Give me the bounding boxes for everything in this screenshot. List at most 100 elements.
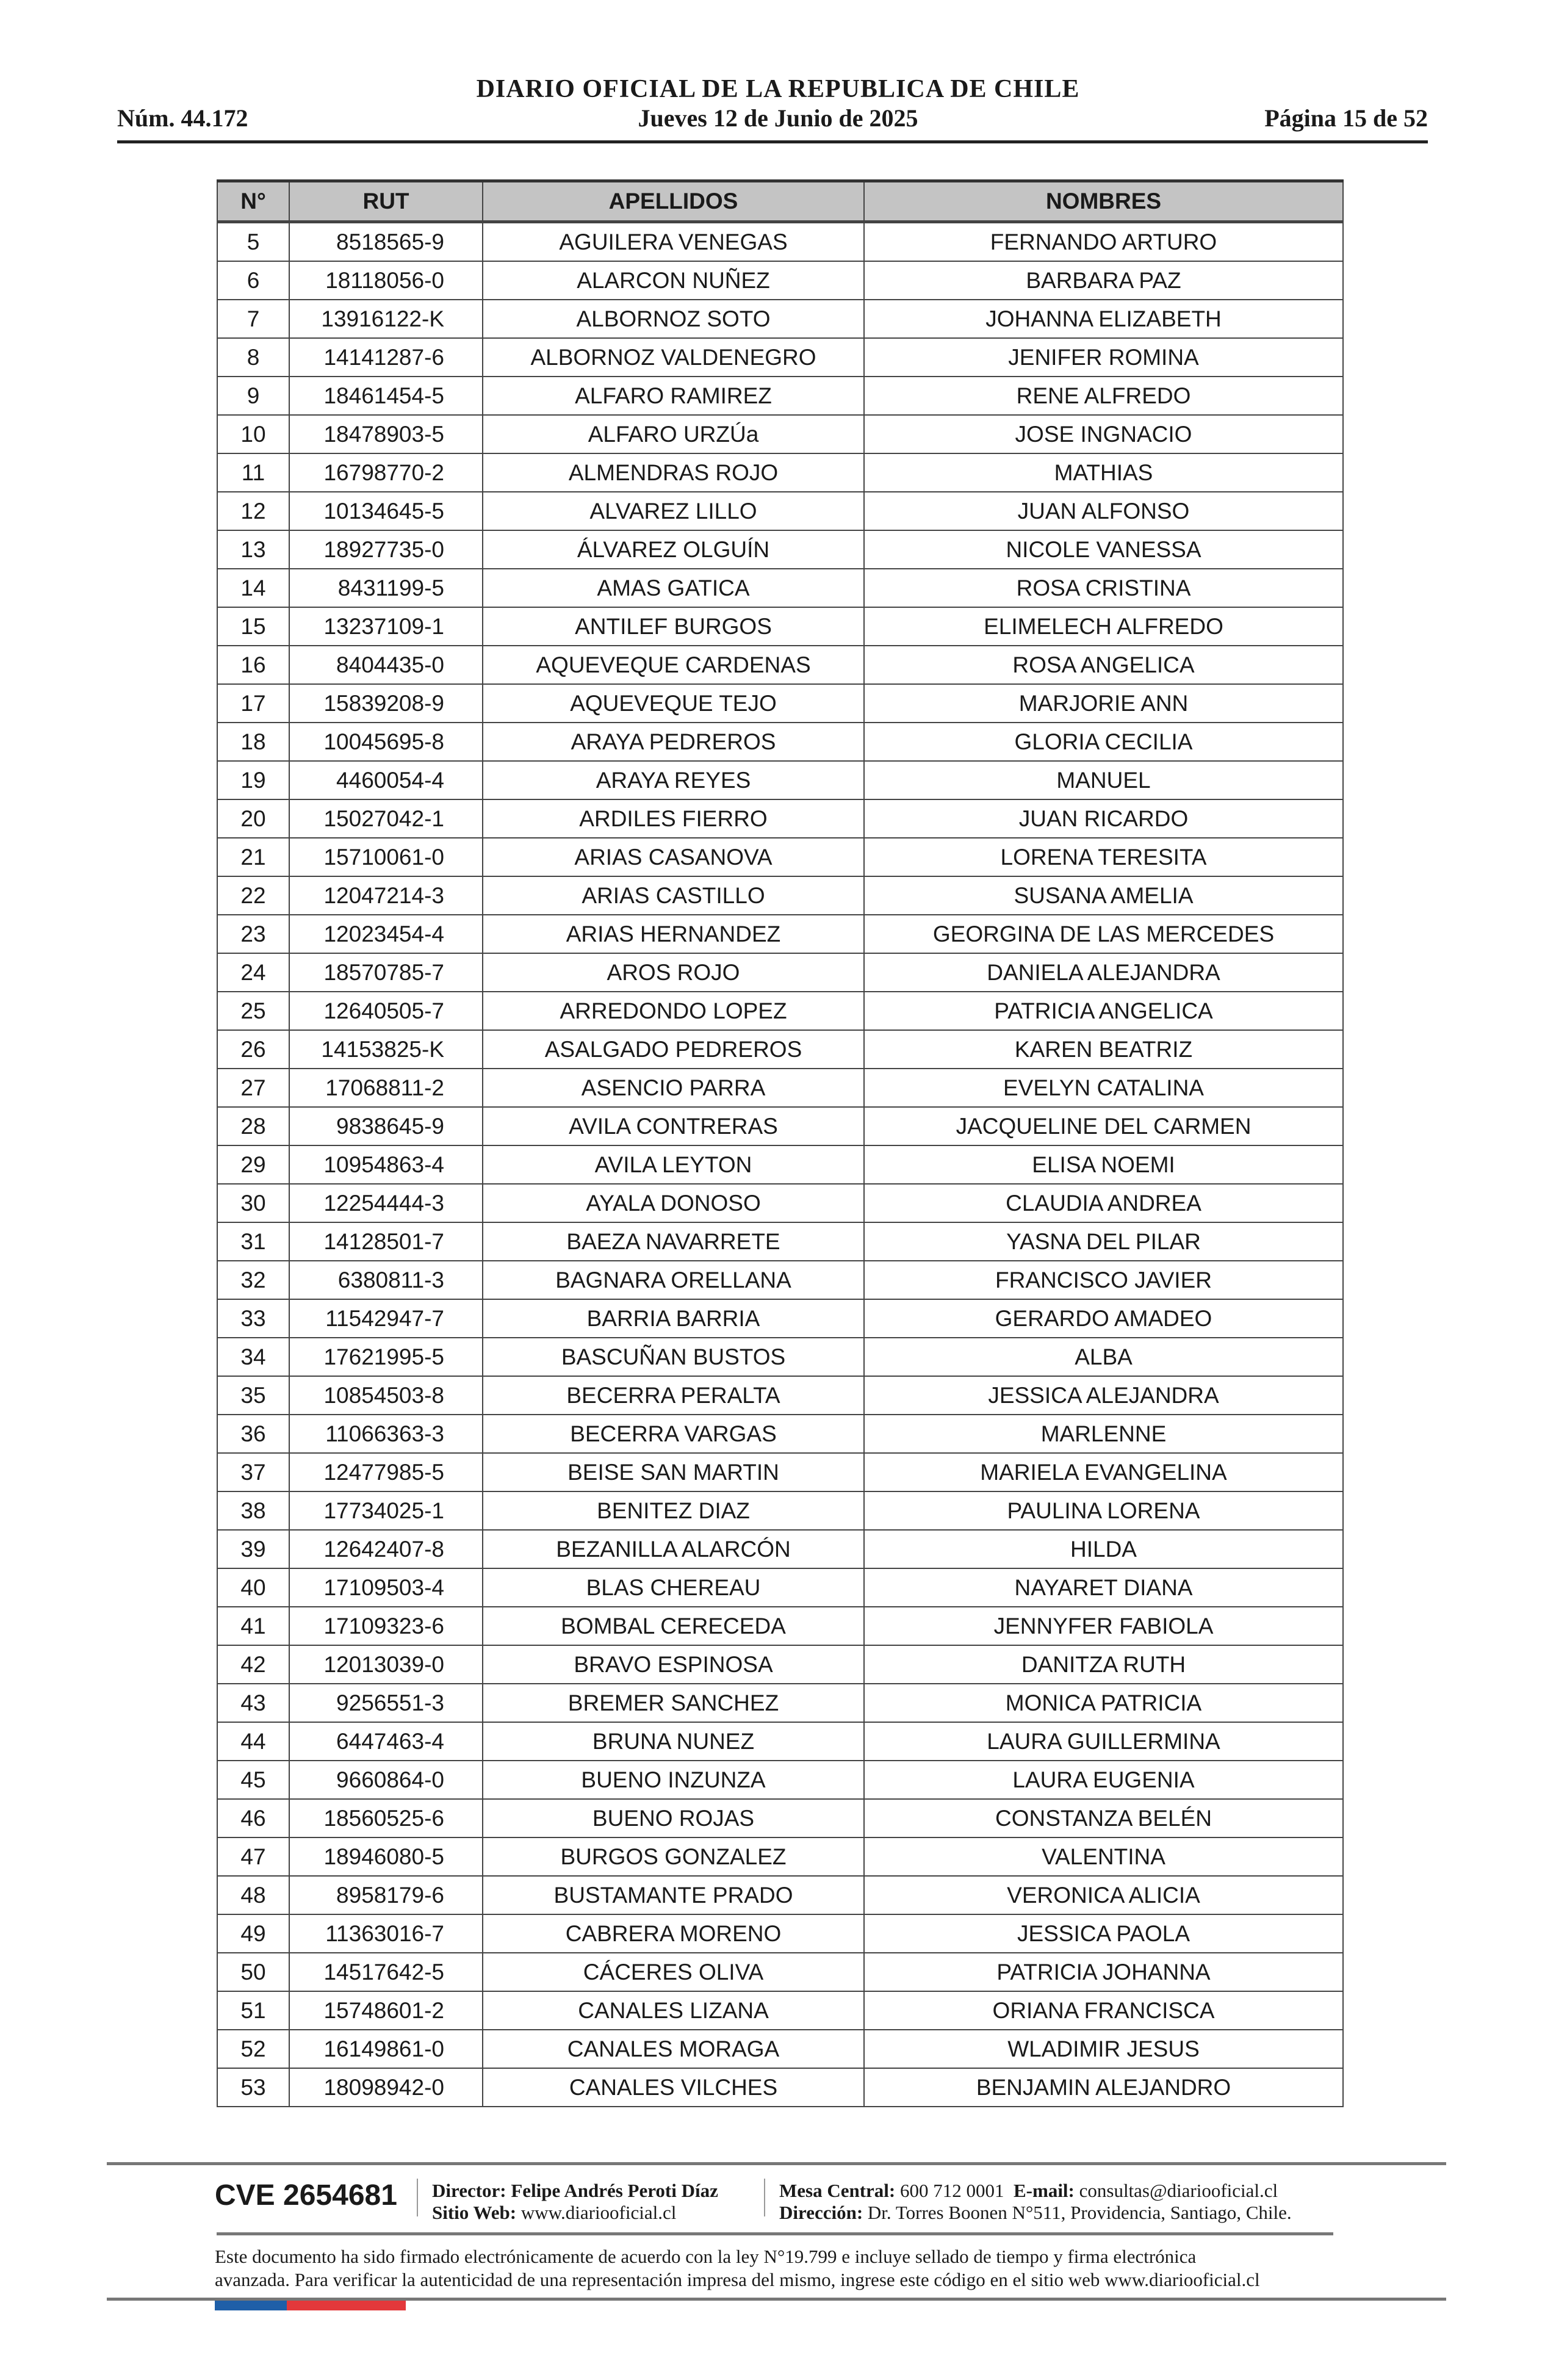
cve-code: CVE 2654681 — [215, 2179, 397, 2212]
rut-cell: 12477985-5 — [289, 1452, 483, 1492]
rut-cell: 12013039-0 — [289, 1645, 483, 1684]
row-number: 20 — [217, 799, 290, 838]
table-row: 49 11363016-7 CABRERA MORENO JESSICA PAOLA — [217, 1914, 1344, 1953]
surnames-cell: BEZANILLA ALARCÓN — [482, 1529, 865, 1569]
names-cell: FERNANDO ARTURO — [863, 221, 1344, 262]
row-number: 29 — [217, 1145, 290, 1185]
column-header-names: NOMBRES — [863, 179, 1344, 223]
surnames-cell: ALBORNOZ VALDENEGRO — [482, 337, 865, 377]
surnames-cell: ALVAREZ LILLO — [482, 491, 865, 531]
names-cell: SUSANA AMELIA — [863, 876, 1344, 915]
website-link[interactable]: www.diariooficial.cl — [520, 2202, 677, 2223]
column-header-surnames: APELLIDOS — [482, 179, 865, 223]
table-row: 36 11066363-3 BECERRA VARGAS MARLENNE — [217, 1414, 1344, 1454]
website-line: Sitio Web: www.diariooficial.cl — [432, 2202, 676, 2224]
rut-cell: 10045695-8 — [289, 722, 483, 762]
surnames-cell: BASCUÑAN BUSTOS — [482, 1337, 865, 1377]
surnames-cell: AMAS GATICA — [482, 568, 865, 608]
names-cell: LAURA EUGENIA — [863, 1760, 1344, 1800]
rut-cell: 14153825-K — [289, 1030, 483, 1069]
row-number: 25 — [217, 991, 290, 1031]
names-cell: BARBARA PAZ — [863, 261, 1344, 300]
phone-number: 600 712 0001 — [900, 2180, 1004, 2201]
row-number: 17 — [217, 683, 290, 723]
rut-cell: 18927735-0 — [289, 530, 483, 569]
surnames-cell: ARIAS HERNANDEZ — [482, 914, 865, 954]
names-cell: DANITZA RUTH — [863, 1645, 1344, 1684]
table-row: 53 18098942-0 CANALES VILCHES BENJAMIN ALEJ… — [217, 2068, 1344, 2107]
footer-divider-bottom — [107, 2298, 1446, 2301]
surnames-cell: AVILA CONTRERAS — [482, 1106, 865, 1146]
names-cell: RENE ALFREDO — [863, 376, 1344, 416]
names-cell: NAYARET DIANA — [863, 1568, 1344, 1607]
table-row: 50 14517642-5 CÁCERES OLIVA PATRICIA JOHANN… — [217, 1952, 1344, 1992]
names-cell: JOHANNA ELIZABETH — [863, 299, 1344, 339]
table-row: 30 12254444-3 AYALA DONOSO CLAUDIA ANDREA — [217, 1183, 1344, 1223]
row-number: 19 — [217, 760, 290, 800]
names-cell: VALENTINA — [863, 1837, 1344, 1877]
rut-cell: 11542947-7 — [289, 1299, 483, 1338]
surnames-cell: AQUEVEQUE CARDENAS — [482, 645, 865, 685]
table-row: 14 8431199-5 AMAS GATICA ROSA CRISTINA — [217, 568, 1344, 608]
table-row: 39 12642407-8 BEZANILLA ALARCÓN HILDA — [217, 1529, 1344, 1569]
surnames-cell: BECERRA VARGAS — [482, 1414, 865, 1454]
row-number: 18 — [217, 722, 290, 762]
surnames-cell: CANALES MORAGA — [482, 2029, 865, 2069]
table-row: 11 16798770-2 ALMENDRAS ROJO MATHIAS — [217, 453, 1344, 492]
rut-cell: 18560525-6 — [289, 1798, 483, 1838]
names-cell: JUAN RICARDO — [863, 799, 1344, 838]
names-cell: DANIELA ALEJANDRA — [863, 953, 1344, 992]
row-number: 45 — [217, 1760, 290, 1800]
names-cell: LAURA GUILLERMINA — [863, 1722, 1344, 1761]
table-row: 43 9256551-3 BREMER SANCHEZ MONICA PATRICIA — [217, 1683, 1344, 1723]
surnames-cell: BUSTAMANTE PRADO — [482, 1875, 865, 1915]
row-number: 43 — [217, 1683, 290, 1723]
surnames-cell: ARIAS CASTILLO — [482, 876, 865, 915]
table-row: 29 10954863-4 AVILA LEYTON ELISA NOEMI — [217, 1145, 1344, 1185]
table-row: 12 10134645-5 ALVAREZ LILLO JUAN ALFONSO — [217, 491, 1344, 531]
names-cell: PATRICIA ANGELICA — [863, 991, 1344, 1031]
issue-date: Jueves 12 de Junio de 2025 — [638, 104, 918, 132]
surnames-cell: CANALES LIZANA — [482, 1991, 865, 2030]
rut-cell: 16149861-0 — [289, 2029, 483, 2069]
surnames-cell: BUENO ROJAS — [482, 1798, 865, 1838]
rut-cell: 10954863-4 — [289, 1145, 483, 1185]
rut-cell: 18946080-5 — [289, 1837, 483, 1877]
row-number: 6 — [217, 261, 290, 300]
email-link[interactable]: consultas@diariooficial.cl — [1079, 2180, 1278, 2201]
legal-notice-line-1: Este documento ha sido firmado electróni… — [215, 2246, 1197, 2267]
table-header-row: N° RUT APELLIDOS NOMBRES — [217, 179, 1344, 223]
rut-cell: 4460054-4 — [289, 760, 483, 800]
rut-cell: 8518565-9 — [289, 221, 483, 262]
row-number: 34 — [217, 1337, 290, 1377]
names-cell: MATHIAS — [863, 453, 1344, 492]
names-cell: YASNA DEL PILAR — [863, 1222, 1344, 1261]
table-row: 52 16149861-0 CANALES MORAGA WLADIMIR JESUS — [217, 2029, 1344, 2069]
footer-divider-top — [107, 2162, 1446, 2165]
names-cell: JENNYFER FABIOLA — [863, 1606, 1344, 1646]
rut-cell: 17109503-4 — [289, 1568, 483, 1607]
table-row: 35 10854503-8 BECERRA PERALTA JESSICA ALEJA… — [217, 1376, 1344, 1415]
rut-cell: 6447463-4 — [289, 1722, 483, 1761]
surnames-cell: ARAYA REYES — [482, 760, 865, 800]
email-label: E-mail: — [1014, 2180, 1075, 2201]
surnames-cell: ARREDONDO LOPEZ — [482, 991, 865, 1031]
row-number: 14 — [217, 568, 290, 608]
contact-line: Mesa Central: 600 712 0001 E-mail: consu… — [779, 2180, 1278, 2202]
names-cell: MANUEL — [863, 760, 1344, 800]
names-cell: JUAN ALFONSO — [863, 491, 1344, 531]
row-number: 35 — [217, 1376, 290, 1415]
director-name: Felipe Andrés Peroti Díaz — [511, 2180, 718, 2201]
table-row: 41 17109323-6 BOMBAL CERECEDA JENNYFER FABI… — [217, 1606, 1344, 1646]
surnames-cell: CÁCERES OLIVA — [482, 1952, 865, 1992]
table-row: 13 18927735-0 ÁLVAREZ OLGUÍN NICOLE VANESSA — [217, 530, 1344, 569]
row-number: 28 — [217, 1106, 290, 1146]
surnames-cell: ÁLVAREZ OLGUÍN — [482, 530, 865, 569]
names-cell: JENIFER ROMINA — [863, 337, 1344, 377]
publication-title: DIARIO OFICIAL DE LA REPUBLICA DE CHILE — [476, 75, 1080, 103]
row-number: 51 — [217, 1991, 290, 2030]
names-cell: MARJORIE ANN — [863, 683, 1344, 723]
row-number: 7 — [217, 299, 290, 339]
rut-cell: 14141287-6 — [289, 337, 483, 377]
rut-cell: 8431199-5 — [289, 568, 483, 608]
